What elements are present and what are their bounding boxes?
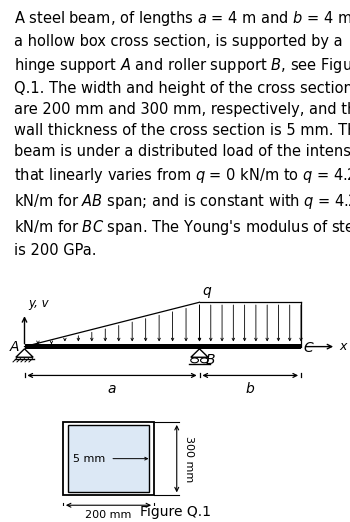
Text: y, v: y, v <box>28 297 49 310</box>
Text: Figure Q.1: Figure Q.1 <box>140 505 210 518</box>
Bar <box>63 422 154 495</box>
Circle shape <box>191 358 198 363</box>
Text: q: q <box>202 284 211 298</box>
Text: 200 mm: 200 mm <box>85 510 132 520</box>
Text: b: b <box>246 382 255 396</box>
Text: C: C <box>304 341 314 355</box>
Text: A steel beam, of lengths $a$ = 4 m and $b$ = 4 m and
a hollow box cross section,: A steel beam, of lengths $a$ = 4 m and $… <box>14 8 350 257</box>
Polygon shape <box>191 349 208 357</box>
Circle shape <box>201 358 208 363</box>
Text: 300 mm: 300 mm <box>184 435 195 482</box>
Polygon shape <box>16 349 33 357</box>
Text: 5 mm: 5 mm <box>73 454 105 464</box>
Text: A: A <box>10 340 19 353</box>
Bar <box>68 425 149 492</box>
Text: x: x <box>340 340 347 353</box>
Bar <box>25 345 301 349</box>
Text: B: B <box>206 353 215 367</box>
Text: a: a <box>108 382 116 396</box>
